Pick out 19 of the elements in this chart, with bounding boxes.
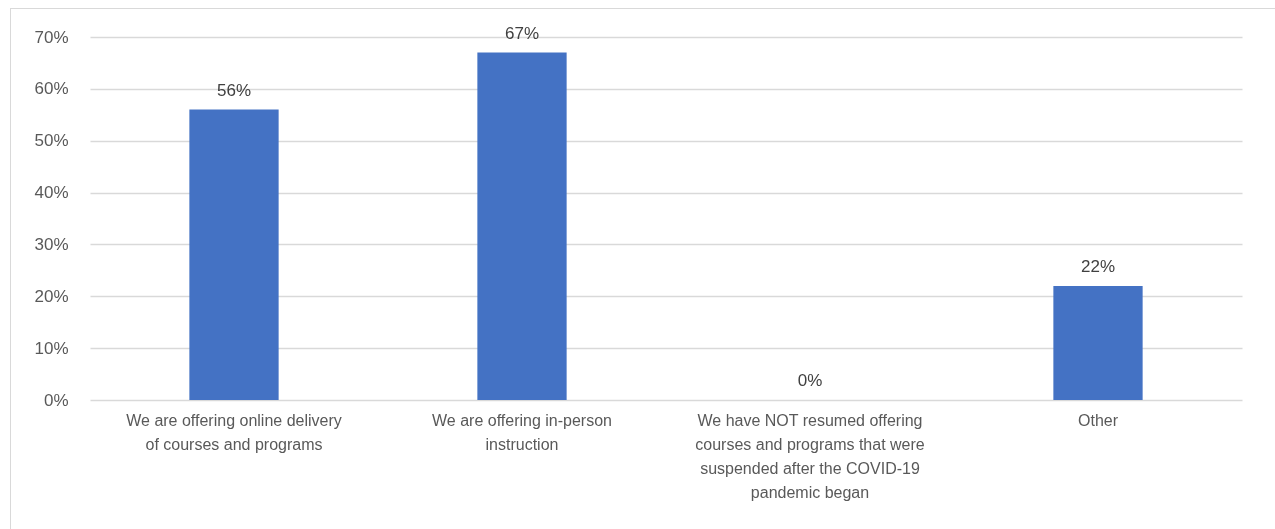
y-tick-label: 60% xyxy=(34,79,69,99)
y-tick-label: 20% xyxy=(34,286,69,306)
y-tick-label: 0% xyxy=(43,390,69,410)
y-tick-label: 50% xyxy=(34,131,69,151)
data-label: 67% xyxy=(504,23,540,43)
x-tick-label: Other xyxy=(1077,411,1119,429)
x-tick-label: We are offering in-person instruction xyxy=(432,411,612,453)
data-label: 0% xyxy=(797,371,823,390)
y-tick-label: 10% xyxy=(34,338,69,358)
data-label: 56% xyxy=(216,80,252,100)
y-tick-label: 40% xyxy=(34,183,69,203)
bar xyxy=(1053,285,1143,400)
bar xyxy=(477,52,567,400)
y-tick-label: 70% xyxy=(34,27,69,47)
y-tick-label: 30% xyxy=(34,234,69,254)
x-tick-label: We are offering online delivery of courses and programs xyxy=(126,411,342,453)
bar xyxy=(189,109,279,400)
x-tick-label: We have NOT resumed offering courses and programs that were suspended after the COVID-19 pandemic began xyxy=(695,411,925,501)
data-label: 22% xyxy=(1080,256,1116,276)
